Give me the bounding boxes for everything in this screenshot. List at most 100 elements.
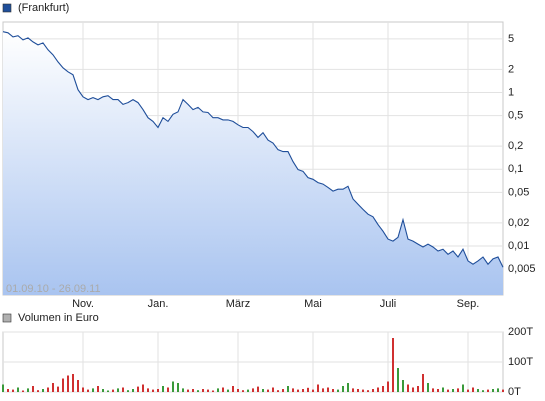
volume-bar: [32, 386, 34, 392]
volume-bar: [132, 389, 134, 392]
volume-bar: [277, 390, 279, 392]
y-tick-label: 0,02: [508, 217, 529, 229]
volume-bar: [462, 384, 464, 392]
volume-bar: [472, 387, 474, 392]
volume-bar: [267, 389, 269, 392]
volume-bar: [367, 390, 369, 392]
y-tick-label: 0,005: [508, 263, 536, 275]
volume-bar: [297, 389, 299, 392]
volume-bar: [477, 389, 479, 392]
volume-bar: [337, 389, 339, 392]
volume-bar: [72, 374, 74, 392]
y-tick-label: 200T: [508, 326, 533, 338]
y-tick-label: 0,05: [508, 186, 529, 198]
volume-bar: [37, 390, 39, 392]
volume-bar: [442, 387, 444, 392]
volume-bar: [177, 383, 179, 392]
y-tick-label: 0,5: [508, 110, 523, 122]
price-area: [3, 31, 503, 295]
y-tick-label: 100T: [508, 356, 533, 368]
volume-bar: [117, 388, 119, 392]
price-line: [2, 31, 504, 268]
volume-bar: [372, 389, 374, 392]
volume-bar: [502, 389, 504, 392]
x-tick-label: Jan.: [148, 298, 169, 310]
volume-bar: [172, 381, 174, 392]
volume-bar: [102, 389, 104, 392]
volume-bar: [152, 389, 154, 392]
x-tick-label: Nov.: [72, 298, 94, 310]
volume-bar: [17, 387, 19, 392]
volume-bar: [377, 387, 379, 392]
volume-bar: [167, 387, 169, 392]
volume-bar: [382, 386, 384, 392]
x-tick-label: Juli: [380, 298, 397, 310]
volume-bar: [107, 390, 109, 392]
volume-bar: [307, 387, 309, 392]
volume-bar: [182, 388, 184, 392]
volume-bar: [287, 386, 289, 392]
volume-bar: [427, 383, 429, 392]
volume-bar: [437, 389, 439, 392]
volume-bar: [352, 388, 354, 392]
volume-bar: [42, 389, 44, 392]
volume-bar: [232, 386, 234, 392]
volume-bar: [402, 380, 404, 392]
legend-swatch: [2, 313, 12, 323]
date-range: 01.09.10 - 26.09.11: [6, 283, 101, 295]
y-tick-label: 2: [508, 63, 514, 75]
volume-bar: [417, 386, 419, 392]
volume-bar: [387, 381, 389, 392]
volume-bar: [497, 388, 499, 392]
volume-bar: [432, 388, 434, 392]
volume-bar: [322, 388, 324, 392]
volume-bar: [222, 387, 224, 392]
y-tick-label: 0,2: [508, 140, 523, 152]
volume-bar: [457, 388, 459, 392]
volume-bar: [347, 383, 349, 392]
volume-bar: [207, 389, 209, 392]
legend-swatch: [2, 3, 12, 13]
volume-bar: [192, 389, 194, 392]
volume-bar: [422, 374, 424, 392]
volume-bar: [467, 389, 469, 392]
volume-bar: [202, 389, 204, 392]
y-tick-label: 5: [508, 33, 514, 45]
volume-bar: [317, 384, 319, 392]
volume-bar: [482, 390, 484, 392]
y-tick-label: 0T: [508, 386, 521, 398]
volume-bar: [492, 389, 494, 392]
volume-bar: [407, 384, 409, 392]
volume-bar: [92, 388, 94, 392]
volume-bar: [327, 387, 329, 392]
x-tick-label: Sep.: [457, 298, 480, 310]
volume-bar: [292, 388, 294, 392]
x-tick-label: März: [226, 298, 250, 310]
volume-bar: [217, 388, 219, 392]
volume-bar: [257, 386, 259, 392]
volume-bar: [47, 387, 49, 392]
volume-bar: [357, 389, 359, 392]
volume-bar: [302, 389, 304, 392]
volume-bar: [392, 338, 394, 392]
volume-bar: [447, 389, 449, 392]
volume-bar: [312, 389, 314, 392]
volume-bar: [227, 389, 229, 392]
volume-bar: [487, 389, 489, 392]
volume-bar: [162, 386, 164, 392]
volume-bar: [112, 389, 114, 392]
volume-bar: [57, 386, 59, 392]
volume-bar: [97, 386, 99, 392]
volume-bar: [247, 389, 249, 392]
volume-bar: [362, 389, 364, 392]
volume-bar: [142, 384, 144, 392]
y-tick-label: 0,01: [508, 240, 529, 252]
volume-bar: [67, 375, 69, 392]
volume-bar: [12, 389, 14, 392]
volume-bar: [342, 386, 344, 392]
volume-bar: [122, 387, 124, 392]
volume-bar: [87, 389, 89, 392]
volume-bar: [252, 388, 254, 392]
volume-bar: [237, 389, 239, 392]
